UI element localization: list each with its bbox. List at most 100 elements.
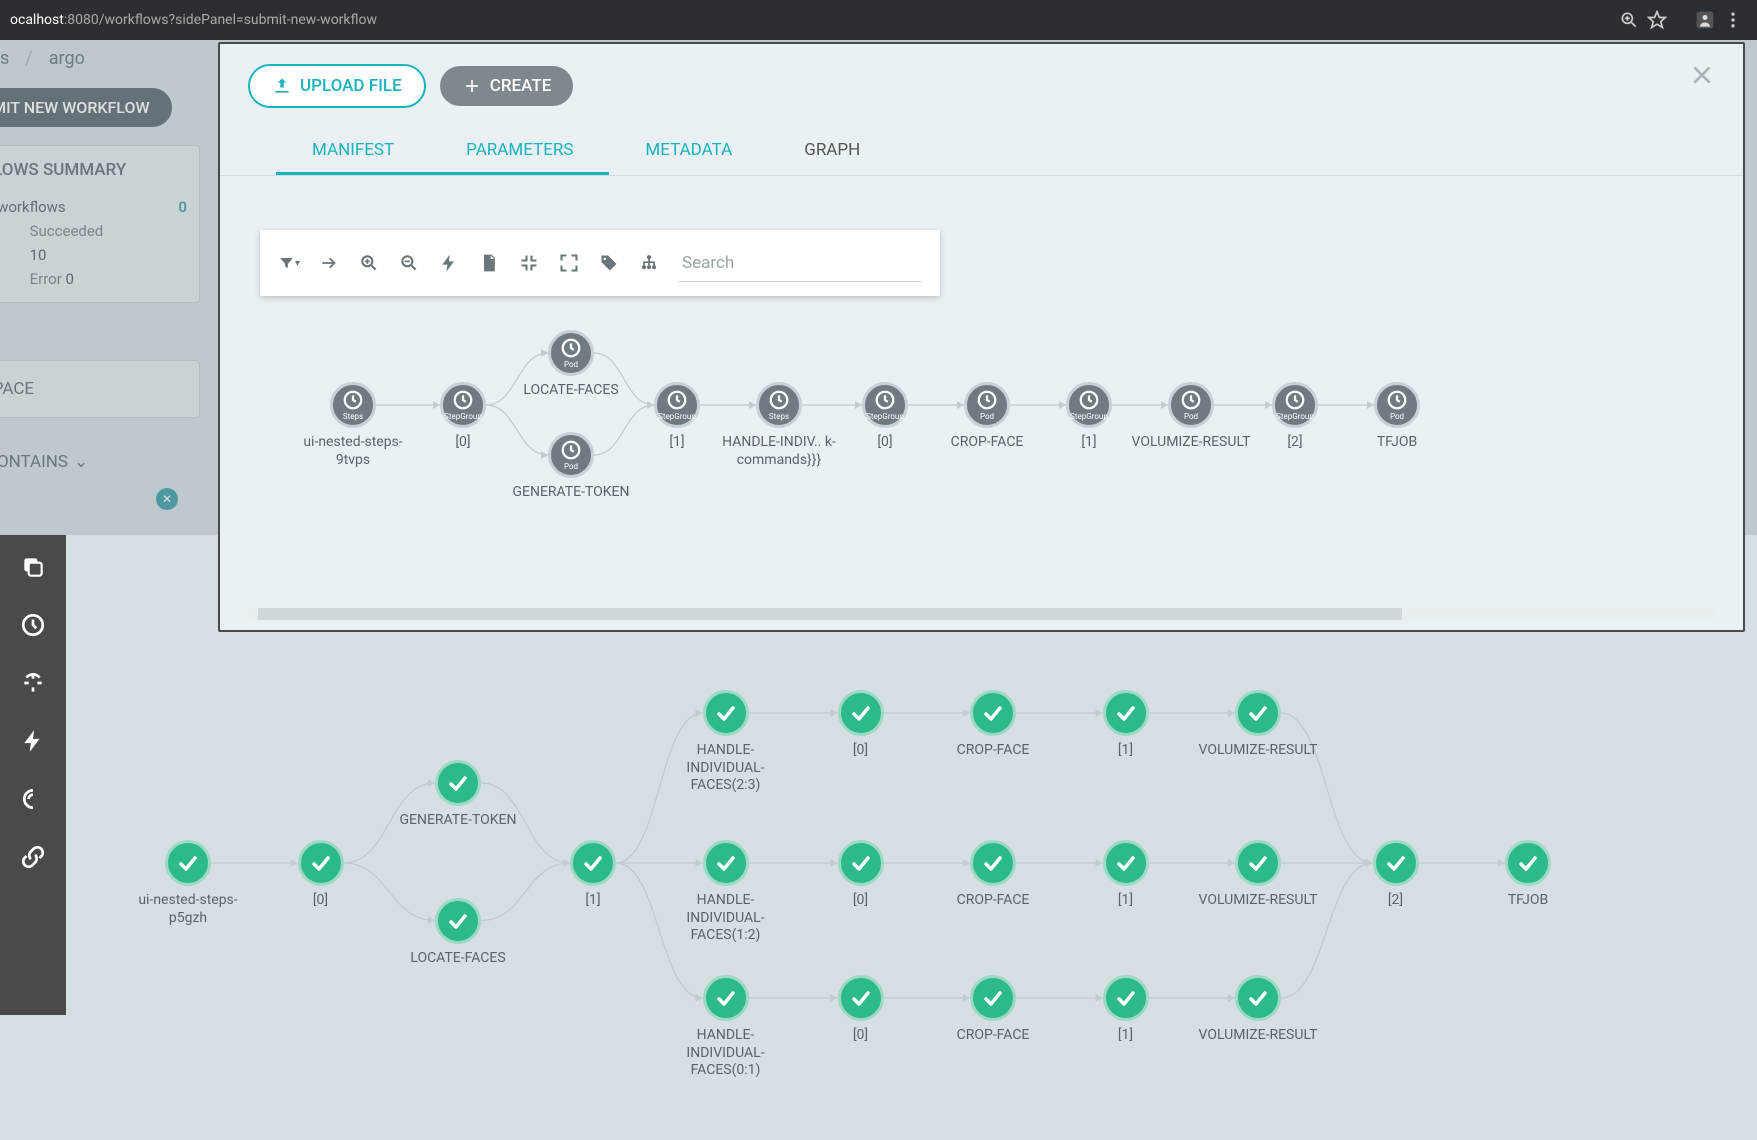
tab-manifest[interactable]: MANIFEST: [276, 128, 430, 175]
contains-label: E CONTAINS: [0, 452, 68, 472]
bookmark-star-icon[interactable]: [1643, 6, 1671, 34]
tree-icon[interactable]: [638, 252, 660, 274]
workflow-node[interactable]: LOCATE-FACES: [395, 898, 521, 968]
browser-address-bar: ocalhost:8080/workflows?sidePanel=submit…: [0, 0, 1757, 40]
collapse-icon[interactable]: [518, 252, 540, 274]
nav-events-icon[interactable]: [13, 663, 53, 703]
error-label: Error: [30, 270, 62, 288]
clock-icon: StepGroup: [654, 382, 700, 428]
document-icon[interactable]: [478, 252, 500, 274]
zoom-out-icon[interactable]: [398, 252, 420, 274]
workflow-node[interactable]: VOLUMIZE-RESULT: [1195, 840, 1321, 910]
upload-file-label: UPLOAD FILE: [300, 76, 402, 96]
nav-workflows-icon[interactable]: [13, 547, 53, 587]
workflows-summary-card: KFLOWS SUMMARY ing workflows 0 g 0 1 Suc…: [0, 145, 200, 303]
create-label: CREATE: [490, 76, 552, 96]
zoom-in-icon[interactable]: [358, 252, 380, 274]
name-contains-filter[interactable]: E CONTAINS ⌄: [0, 440, 200, 484]
workflow-node[interactable]: PodTFJOB: [1334, 382, 1460, 452]
workflow-node[interactable]: [0]: [798, 840, 924, 910]
node-label: VOLUMIZE-RESULT: [1199, 742, 1318, 760]
search-input[interactable]: [678, 245, 922, 282]
completed-workflow-graph[interactable]: ui-nested-steps-p5gzh[0]GENERATE-TOKENLO…: [75, 640, 1757, 1015]
tab-metadata[interactable]: METADATA: [609, 128, 768, 175]
check-icon: [1103, 690, 1149, 736]
filter-icon[interactable]: ▾: [278, 252, 300, 274]
workflow-node[interactable]: HANDLE-INDIVIDUAL-FACES(2:3): [663, 690, 789, 795]
node-label: ui-nested-steps-p5gzh: [125, 892, 251, 927]
submit-workflow-panel: UPLOAD FILE CREATE MANIFEST PARAMETERS M…: [218, 42, 1745, 632]
check-icon: [165, 840, 211, 886]
clock-icon: StepGroup: [1272, 382, 1318, 428]
panel-toolbar: UPLOAD FILE CREATE: [220, 44, 1743, 128]
workflow-node[interactable]: [0]: [258, 840, 384, 910]
graph-toolbar: ▾: [260, 230, 940, 296]
node-label: [1]: [1118, 1027, 1133, 1045]
node-label: [1]: [669, 434, 684, 452]
workflow-node[interactable]: CROP-FACE: [930, 975, 1056, 1045]
horizontal-scrollbar[interactable]: [248, 608, 1715, 620]
workflow-node[interactable]: VOLUMIZE-RESULT: [1195, 690, 1321, 760]
node-label: [0]: [853, 1027, 868, 1045]
chevron-down-icon: ⌄: [74, 452, 88, 472]
workflow-node[interactable]: TFJOB: [1465, 840, 1591, 910]
workflow-node[interactable]: [0]: [798, 690, 924, 760]
tag-icon[interactable]: [598, 252, 620, 274]
scrollbar-thumb[interactable]: [258, 608, 1402, 620]
summary-title: KFLOWS SUMMARY: [0, 160, 187, 180]
check-icon: [838, 840, 884, 886]
node-label: CROP-FACE: [957, 742, 1030, 760]
workflow-node[interactable]: [1]: [530, 840, 656, 910]
workflow-node[interactable]: GENERATE-TOKEN: [395, 760, 521, 830]
nav-sensors-icon[interactable]: [13, 721, 53, 761]
nav-eventsources-icon[interactable]: [13, 779, 53, 819]
workflow-node[interactable]: VOLUMIZE-RESULT: [1195, 975, 1321, 1045]
expand-icon[interactable]: [558, 252, 580, 274]
node-label: LOCATE-FACES: [410, 950, 505, 968]
check-icon: [970, 690, 1016, 736]
workflow-node[interactable]: [1]: [1063, 975, 1189, 1045]
check-icon: [435, 760, 481, 806]
check-icon: [838, 975, 884, 1021]
tab-parameters[interactable]: PARAMETERS: [430, 128, 609, 175]
filter-chip-close-icon[interactable]: ✕: [156, 488, 178, 510]
node-label: [1]: [1118, 742, 1133, 760]
workflow-node[interactable]: CROP-FACE: [930, 840, 1056, 910]
check-icon: [570, 840, 616, 886]
breadcrumb-root[interactable]: s: [0, 48, 9, 69]
create-button[interactable]: CREATE: [440, 66, 574, 106]
check-icon: [1235, 690, 1281, 736]
check-icon: [703, 840, 749, 886]
breadcrumb-namespace[interactable]: argo: [49, 48, 85, 69]
workflow-node[interactable]: HANDLE-INDIVIDUAL-FACES(0:1): [663, 975, 789, 1080]
node-label: [1]: [1081, 434, 1096, 452]
tab-graph[interactable]: GRAPH: [768, 128, 896, 175]
upload-file-button[interactable]: UPLOAD FILE: [248, 64, 426, 108]
submit-new-workflow-button[interactable]: BMIT NEW WORKFLOW: [0, 88, 172, 127]
node-label: CROP-FACE: [951, 434, 1024, 452]
workflow-node[interactable]: ui-nested-steps-p5gzh: [125, 840, 251, 927]
breadcrumb-separator: /: [25, 48, 32, 69]
node-label: TFJOB: [1508, 892, 1548, 910]
nav-cron-icon[interactable]: [13, 605, 53, 645]
workflow-node[interactable]: [1]: [1063, 840, 1189, 910]
workflow-node[interactable]: CROP-FACE: [930, 690, 1056, 760]
nav-links-icon[interactable]: [13, 837, 53, 877]
workflow-node[interactable]: Stepsui-nested-steps-9tvps: [290, 382, 416, 469]
node-label: HANDLE-INDIVIDUAL-FACES(0:1): [663, 1027, 789, 1080]
lightning-icon[interactable]: [438, 252, 460, 274]
profile-icon[interactable]: [1691, 6, 1719, 34]
chrome-menu-icon[interactable]: [1719, 6, 1747, 34]
zoom-icon[interactable]: [1615, 6, 1643, 34]
node-label: [1]: [585, 892, 600, 910]
panel-graph-viewport[interactable]: Stepsui-nested-steps-9tvpsStepGroup[0]Po…: [250, 306, 1719, 606]
upload-icon: [272, 76, 292, 96]
workflow-node[interactable]: [1]: [1063, 690, 1189, 760]
arrow-right-icon[interactable]: [318, 252, 340, 274]
workflow-node[interactable]: [0]: [798, 975, 924, 1045]
check-icon: [1235, 975, 1281, 1021]
close-panel-button[interactable]: [1689, 62, 1715, 92]
clock-icon: Pod: [1374, 382, 1420, 428]
workflow-node[interactable]: HANDLE-INDIVIDUAL-FACES(1:2): [663, 840, 789, 945]
workflow-node[interactable]: [2]: [1333, 840, 1459, 910]
